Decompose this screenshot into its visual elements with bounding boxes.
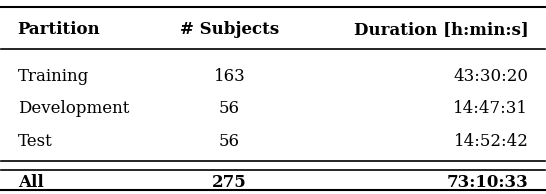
Text: 56: 56 [219,133,240,150]
Text: Duration [h:min:s]: Duration [h:min:s] [354,21,529,38]
Text: 14:52:42: 14:52:42 [453,133,529,150]
Text: 56: 56 [219,100,240,117]
Text: 275: 275 [212,174,247,191]
Text: 163: 163 [213,68,245,85]
Text: 14:47:31: 14:47:31 [453,100,529,117]
Text: Development: Development [17,100,129,117]
Text: All: All [17,174,44,191]
Text: Training: Training [17,68,89,85]
Text: Partition: Partition [17,21,100,38]
Text: 43:30:20: 43:30:20 [453,68,529,85]
Text: 73:10:33: 73:10:33 [447,174,529,191]
Text: # Subjects: # Subjects [180,21,279,38]
Text: Test: Test [17,133,52,150]
